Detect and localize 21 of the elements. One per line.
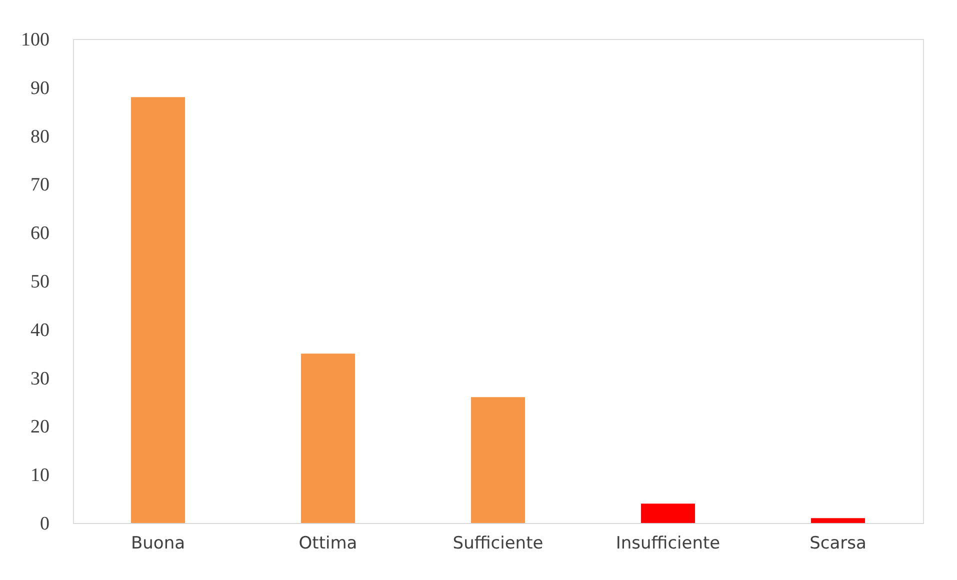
y-tick-label: 20 — [30, 416, 50, 438]
y-tick-label: 80 — [30, 126, 50, 148]
bar — [301, 354, 355, 523]
y-tick-label: 40 — [30, 320, 50, 341]
x-tick-label: Ottima — [298, 534, 358, 554]
bar — [471, 397, 525, 523]
x-tick-label: Sufficiente — [452, 534, 544, 554]
y-tick-label: 90 — [30, 78, 50, 99]
x-tick-label: Buona — [130, 534, 186, 554]
y-tick-label: 50 — [30, 272, 50, 292]
bar — [641, 504, 695, 523]
y-tick-label: 60 — [30, 223, 50, 244]
x-tick-label: Scarsa — [810, 534, 866, 554]
y-tick-label: 100 — [21, 30, 50, 50]
y-tick-label: 70 — [30, 174, 50, 196]
y-tick-label: 30 — [30, 368, 50, 390]
x-tick-label: Insufficiente — [616, 534, 720, 554]
bar — [131, 97, 185, 523]
y-tick-label: 10 — [30, 465, 50, 486]
y-tick-label: 0 — [40, 514, 50, 534]
bar — [811, 518, 865, 523]
